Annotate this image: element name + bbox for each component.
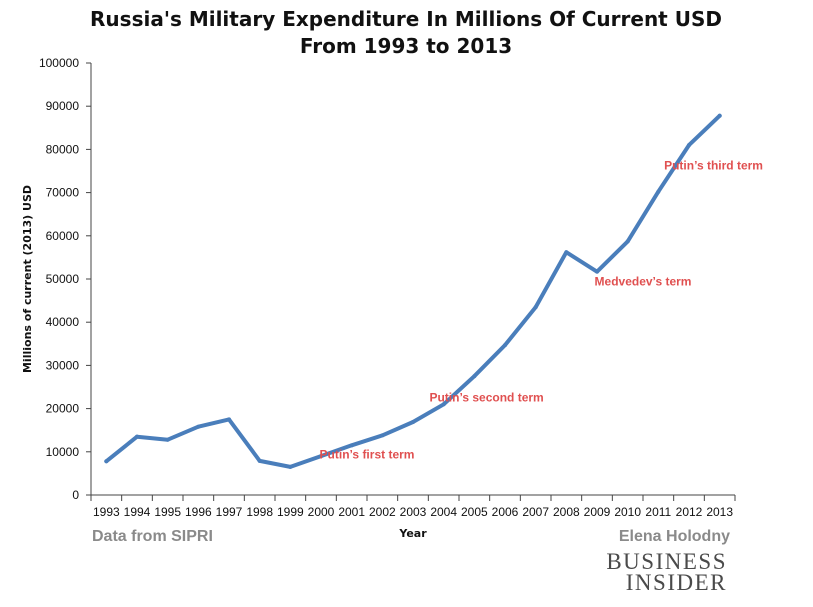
y-axis: 0 10000 20000 30000 40000 50000 60000 70000 8000…	[39, 56, 92, 502]
y-tick-label: 50000	[46, 272, 80, 286]
data-point	[104, 459, 109, 464]
source-credit: Data from SIPRI	[92, 528, 213, 545]
series-line	[104, 113, 722, 469]
term-annotation: Putin’s first term	[320, 448, 415, 462]
data-point	[380, 433, 385, 438]
x-axis-label: Year	[398, 527, 427, 540]
x-tick-label: 2013	[706, 505, 733, 519]
data-point	[196, 424, 201, 429]
y-tick-label: 70000	[46, 186, 80, 200]
y-tick-label: 10000	[46, 445, 80, 459]
x-tick-label: 2011	[645, 505, 671, 519]
data-point	[625, 239, 630, 244]
y-tick-label: 90000	[46, 99, 80, 113]
brand-logo-line-2: INSIDER	[626, 570, 727, 595]
annotations-group: Putin’s first term Putin’s second term Med…	[320, 158, 763, 461]
x-tick-label: 2001	[338, 505, 365, 519]
x-tick-label: 2006	[492, 505, 519, 519]
term-annotation: Putin’s second term	[429, 391, 543, 405]
term-annotation: Medvedev’s term	[595, 274, 692, 288]
data-point	[564, 250, 569, 255]
data-point	[656, 189, 661, 194]
y-tick-label: 20000	[46, 402, 80, 416]
chart-title-line-1: Russia's Military Expenditure In Million…	[90, 7, 722, 31]
x-tick-label: 1994	[124, 505, 151, 519]
data-point	[349, 443, 354, 448]
data-point	[533, 305, 538, 310]
data-point	[503, 343, 507, 348]
y-tick-label: 80000	[46, 142, 80, 156]
data-point	[319, 454, 323, 459]
x-tick-label: 2005	[461, 505, 488, 519]
data-point	[472, 374, 477, 379]
data-point	[257, 458, 262, 463]
x-tick-label: 2003	[400, 505, 427, 519]
data-point	[165, 437, 170, 442]
brand-logo-line-1: BUSINESS	[606, 549, 727, 574]
x-tick-label: 2012	[676, 505, 703, 519]
y-tick-label: 60000	[46, 229, 80, 243]
y-tick-label: 40000	[46, 315, 80, 329]
x-tick-label: 1999	[277, 505, 304, 519]
data-point	[687, 143, 691, 148]
series-group	[104, 113, 722, 469]
x-axis: 1993 1994 1995 1996 1997 1998 1999 2000 2001 2002…	[90, 494, 736, 519]
x-tick-label: 2000	[308, 505, 335, 519]
x-tick-label: 2007	[522, 505, 549, 519]
data-point	[595, 269, 599, 274]
data-point	[411, 419, 415, 424]
x-tick-label: 1995	[154, 505, 181, 519]
data-point	[441, 402, 446, 407]
chart-title-line-2: From 1993 to 2013	[300, 34, 512, 58]
x-tick-label: 1996	[185, 505, 212, 519]
x-tick-label: 1997	[216, 505, 243, 519]
x-tick-label: 2010	[614, 505, 641, 519]
term-annotation: Putin’s third term	[664, 158, 763, 172]
x-tick-label: 2002	[369, 505, 396, 519]
y-tick-label: 100000	[39, 56, 79, 70]
data-point	[288, 464, 293, 469]
x-tick-label: 2008	[553, 505, 580, 519]
data-point	[135, 434, 139, 439]
author-credit: Elena Holodny	[619, 528, 730, 545]
data-point	[717, 113, 722, 118]
x-tick-label: 2004	[430, 505, 457, 519]
x-tick-label: 1993	[93, 505, 120, 519]
x-tick-label: 1998	[246, 505, 273, 519]
y-tick-label: 30000	[46, 358, 80, 372]
y-tick-label: 0	[72, 488, 79, 502]
y-axis-label: Millions of current (2013) USD	[21, 185, 34, 373]
x-tick-label: 2009	[584, 505, 611, 519]
data-point	[227, 417, 231, 422]
